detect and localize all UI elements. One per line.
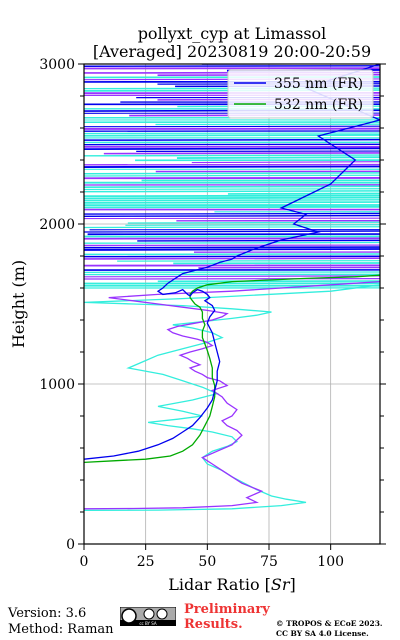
y-tick-label: 3000 — [39, 57, 75, 73]
noise-streak — [84, 230, 380, 233]
noise-streak — [84, 226, 380, 229]
x-tick-label: 75 — [260, 554, 278, 570]
plot-frame — [83, 63, 381, 545]
legend-box — [227, 69, 374, 119]
series-line-1 — [84, 274, 380, 464]
noise-streak — [84, 134, 380, 137]
sa-icon — [156, 608, 168, 620]
copyright-note: © TROPOS & ECoE 2023. CC BY SA 4.0 Licen… — [276, 619, 383, 639]
noise-streak — [84, 165, 380, 168]
x-axis-ticks: 0 25 50 75 100 — [80, 544, 344, 570]
noise-streak — [84, 275, 380, 278]
chart-subtitle: [Averaged] 20230819 20:00-20:59 — [93, 42, 371, 61]
x-tick-label: 25 — [137, 554, 155, 570]
preliminary-line-2: Results. — [184, 617, 243, 632]
version-text: Version: 3.6 — [8, 606, 87, 621]
version-info: Version: 3.6 Method: Raman — [8, 606, 114, 638]
noise-streak — [84, 241, 380, 244]
y-tick-label: 2000 — [39, 217, 75, 233]
noise-streak — [84, 214, 380, 218]
x-axis-label: Lidar Ratio [Sr] — [168, 575, 296, 594]
cc-license-badge: cc BY SA — [120, 607, 176, 626]
y-tick-label: 1000 — [39, 377, 75, 393]
noise-streak — [84, 212, 380, 215]
noise-streak — [103, 152, 380, 155]
chart-title: pollyxt_cyp at Limassol — [138, 24, 327, 43]
noise-streak — [84, 196, 380, 200]
cc-badge-text: cc BY SA — [139, 621, 157, 626]
by-icon — [143, 608, 155, 620]
noise-streak — [84, 190, 380, 193]
x-tick-label: 0 — [80, 554, 89, 570]
series-line-3 — [84, 284, 380, 512]
series-line-0 — [84, 64, 380, 460]
noise-streak — [84, 154, 380, 157]
noise-streak — [84, 246, 380, 249]
cc-icon — [121, 608, 137, 624]
y-tick-label: 0 — [66, 537, 75, 553]
noise-streak — [84, 185, 380, 189]
method-text: Method: Raman — [8, 622, 114, 637]
copyright-line-2: CC BY SA 4.0 License. — [276, 629, 369, 638]
legend-label-355: 355 nm (FR) — [274, 76, 363, 92]
noise-streak — [127, 221, 380, 224]
noise-streak — [84, 248, 380, 251]
y-axis-label: Height (m) — [9, 260, 28, 348]
noise-streak — [84, 201, 380, 204]
noise-streak — [176, 156, 380, 160]
preliminary-results-note: Preliminary Results. — [184, 602, 270, 632]
noise-streak — [84, 194, 380, 198]
noise-streak — [84, 205, 380, 209]
series-line-2 — [84, 280, 380, 510]
x-tick-label: 100 — [317, 554, 344, 570]
noise-streak — [84, 172, 380, 175]
noise-streak — [84, 188, 380, 191]
noise-streak — [84, 125, 380, 128]
x-tick-label: 50 — [198, 554, 216, 570]
legend-label-532: 532 nm (FR) — [274, 97, 363, 113]
series-lines — [84, 64, 380, 512]
noise-streak — [191, 161, 380, 164]
legend: 355 nm (FR) 532 nm (FR) — [227, 69, 374, 119]
noise-streak — [227, 192, 380, 195]
noise-streak — [84, 199, 380, 202]
y-axis-ticks: 0 1000 2000 3000 — [39, 57, 386, 553]
preliminary-line-1: Preliminary — [184, 602, 270, 617]
noise-streak — [137, 239, 380, 242]
copyright-line-1: © TROPOS & ECoE 2023. — [276, 619, 383, 628]
noise-streak — [84, 138, 380, 141]
noise-streak — [84, 147, 380, 150]
noise-streak — [84, 174, 380, 177]
